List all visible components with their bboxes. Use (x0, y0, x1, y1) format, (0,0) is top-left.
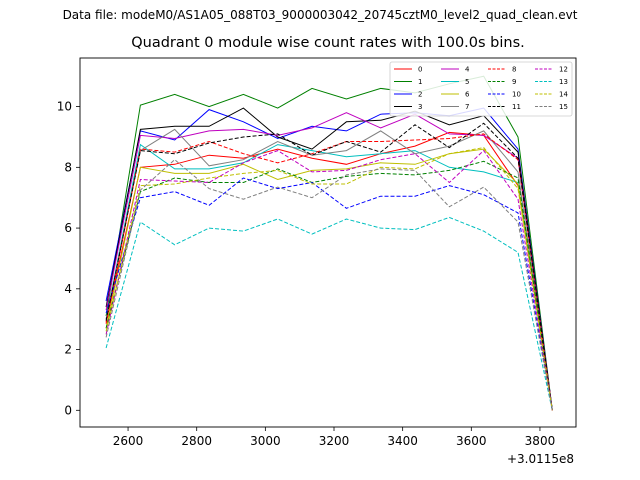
series-line-9 (105, 160, 553, 411)
legend-label-3: 3 (418, 103, 422, 111)
chart-title: Quadrant 0 module wise count rates with … (131, 35, 525, 51)
y-tick-label: 6 (64, 221, 72, 235)
x-tick-label: 3800 (525, 434, 556, 448)
y-tick-label: 2 (64, 343, 72, 357)
legend-label-10: 10 (512, 91, 521, 99)
x-axis-offset-label: +3.0115e8 (506, 452, 574, 466)
y-tick-label: 4 (64, 282, 72, 296)
legend-label-15: 15 (559, 103, 568, 111)
legend-label-2: 2 (418, 91, 422, 99)
series-line-15 (105, 159, 553, 411)
series-line-11 (105, 122, 553, 411)
legend-label-6: 6 (465, 91, 470, 99)
series-line-13 (105, 216, 553, 411)
legend-label-13: 13 (559, 78, 568, 86)
y-tick-label: 10 (57, 100, 72, 114)
x-tick-label: 3000 (250, 434, 281, 448)
series-line-4 (105, 112, 553, 411)
series-line-14 (105, 147, 553, 411)
series-line-8 (105, 133, 553, 411)
legend-label-14: 14 (559, 91, 568, 99)
series-line-7 (105, 128, 553, 411)
y-tick-label: 0 (64, 403, 72, 417)
legend-label-1: 1 (418, 78, 422, 86)
legend-label-4: 4 (465, 66, 470, 74)
legend-label-5: 5 (465, 78, 469, 86)
x-axis-ticks: 2600 2800 3000 3200 3400 3600 3800 (113, 427, 555, 448)
legend-box (389, 61, 573, 117)
series-line-6 (105, 148, 553, 411)
axes-frame (79, 57, 577, 428)
legend-label-0: 0 (418, 66, 422, 74)
series-line-12 (105, 149, 553, 411)
legend-label-11: 11 (512, 103, 521, 111)
legend-label-7: 7 (465, 103, 469, 111)
series-line-5 (105, 143, 553, 411)
y-tick-label: 8 (64, 160, 72, 174)
series-line-0 (105, 131, 553, 411)
x-tick-label: 3200 (319, 434, 350, 448)
x-tick-label: 3600 (456, 434, 487, 448)
y-axis-ticks: 0 2 4 6 8 10 (57, 100, 80, 417)
legend-label-9: 9 (512, 78, 516, 86)
legend-label-12: 12 (559, 66, 568, 74)
series-line-3 (105, 107, 553, 411)
series-lines (105, 75, 553, 411)
series-line-10 (105, 177, 553, 411)
x-tick-label: 2800 (181, 434, 212, 448)
figure-suptitle: Data file: modeM0/AS1A05_088T03_90000030… (62, 8, 578, 22)
x-tick-label: 2600 (113, 434, 144, 448)
legend-label-8: 8 (512, 66, 516, 74)
x-tick-label: 3400 (387, 434, 418, 448)
